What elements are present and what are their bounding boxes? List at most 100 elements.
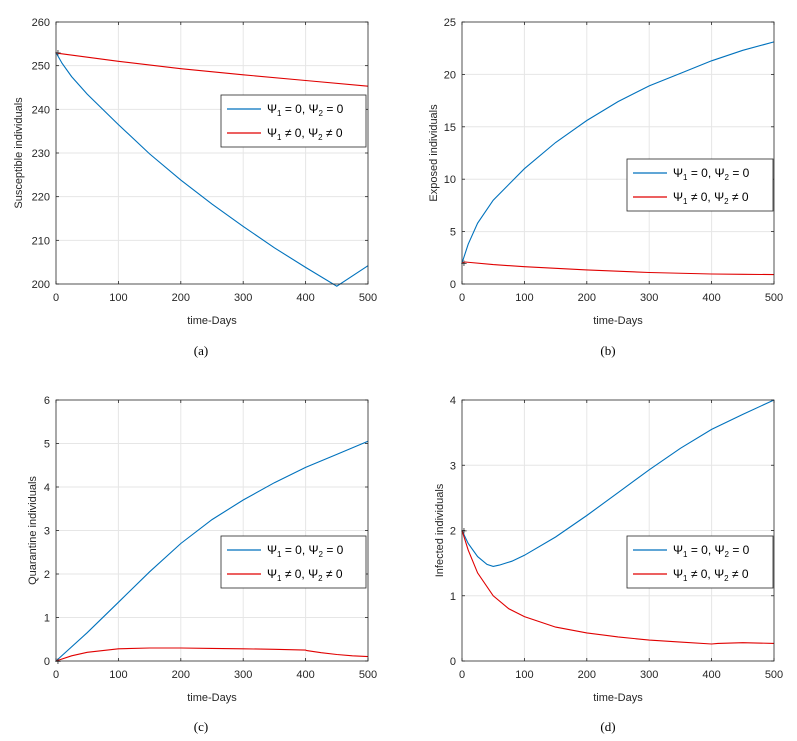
- legend-label-2: Ψ1 ≠ 0, Ψ2 ≠ 0: [673, 190, 749, 206]
- panel-caption: (c): [194, 719, 208, 734]
- legend-label-2: Ψ1 ≠ 0, Ψ2 ≠ 0: [267, 567, 343, 583]
- x-axis-label: time-Days: [593, 692, 643, 704]
- legend-text-part: = 0: [729, 543, 750, 557]
- legend-label-2: Ψ1 ≠ 0, Ψ2 ≠ 0: [673, 567, 749, 583]
- legend-subscript: 1: [277, 133, 282, 142]
- chart-panel-a: +0 100 200 300 400 500 200 210 220 230 240 250 260 ti…: [13, 17, 377, 358]
- x-tick-label: 100: [515, 669, 533, 681]
- start-marker: +: [461, 258, 467, 270]
- series-line-2: [55, 52, 369, 87]
- x-tick-label: 400: [702, 292, 720, 304]
- legend-text-part: Ψ: [308, 126, 318, 140]
- x-tick-label: 300: [640, 669, 658, 681]
- chart-panel-c: +0 100 200 300 400 500 0 1 2 3 4 5 6 time-Days Quarant…: [27, 395, 377, 734]
- legend-subscript: 1: [277, 574, 282, 583]
- legend-text-part: Ψ: [267, 567, 277, 581]
- y-tick-label: 250: [32, 61, 50, 73]
- x-tick-label: 500: [765, 669, 783, 681]
- y-axis-label: Susceptible individuals: [13, 97, 25, 209]
- legend-box: [626, 158, 774, 212]
- y-tick-label: 0: [450, 656, 456, 668]
- legend-text-part: Ψ: [309, 543, 319, 557]
- y-tick-label: 220: [32, 192, 50, 204]
- x-tick-label: 100: [109, 292, 127, 304]
- x-axis-label: time-Days: [593, 315, 643, 327]
- legend-subscript: 2: [724, 197, 729, 206]
- legend-text-part: Ψ: [673, 190, 683, 204]
- legend-text-part: ≠ 0,: [281, 126, 308, 140]
- y-tick-label: 20: [444, 69, 456, 81]
- x-tick-label: 300: [640, 292, 658, 304]
- legend-subscript: 2: [724, 574, 729, 583]
- x-tick-label: 200: [172, 669, 190, 681]
- y-tick-label: 25: [444, 17, 456, 29]
- legend-box: [220, 94, 367, 148]
- plot-area: [462, 22, 774, 284]
- series-line-1: [55, 440, 369, 662]
- legend-label-1: Ψ1 = 0, Ψ2 = 0: [673, 543, 750, 559]
- y-tick-label: 1: [44, 613, 50, 625]
- legend-subscript: 1: [277, 550, 282, 559]
- legend-text-part: ≠ 0: [323, 567, 343, 581]
- y-tick-label: 5: [44, 439, 50, 451]
- y-tick-label: 4: [450, 395, 456, 407]
- panel-caption: (d): [600, 719, 615, 734]
- x-tick-label: 500: [359, 669, 377, 681]
- legend-text-part: = 0,: [281, 543, 308, 557]
- x-tick-label: 0: [459, 669, 465, 681]
- x-tick-label: 100: [109, 669, 127, 681]
- legend-text-part: Ψ: [309, 102, 319, 116]
- x-tick-label: 300: [234, 292, 252, 304]
- start-marker: +: [55, 48, 61, 60]
- start-marker: +: [461, 526, 467, 538]
- y-tick-label: 0: [450, 279, 456, 291]
- axes-frame: [461, 21, 775, 285]
- series-line-2: [461, 530, 775, 645]
- legend-label-1: Ψ1 = 0, Ψ2 = 0: [267, 102, 344, 118]
- legend-text-part: Ψ: [714, 190, 724, 204]
- x-axis-label: time-Days: [187, 315, 237, 327]
- y-tick-label: 2: [450, 526, 456, 538]
- y-axis-label: Quarantine individuals: [27, 476, 39, 585]
- x-tick-label: 300: [234, 669, 252, 681]
- series-line-1: [461, 399, 775, 567]
- legend-text-part: ≠ 0: [323, 126, 343, 140]
- y-tick-label: 4: [44, 482, 50, 494]
- x-tick-label: 500: [765, 292, 783, 304]
- x-tick-label: 0: [53, 669, 59, 681]
- legend-subscript: 2: [725, 173, 730, 182]
- legend-subscript: 1: [683, 173, 688, 182]
- legend-text-part: = 0,: [687, 543, 714, 557]
- x-tick-label: 0: [459, 292, 465, 304]
- x-tick-label: 200: [578, 292, 596, 304]
- legend-text-part: ≠ 0,: [687, 190, 714, 204]
- y-tick-label: 6: [44, 395, 50, 407]
- series-line-1: [55, 52, 369, 287]
- legend-box: [220, 535, 367, 589]
- legend-text-part: = 0: [729, 166, 750, 180]
- legend-text-part: = 0,: [281, 102, 308, 116]
- legend-text-part: Ψ: [673, 166, 683, 180]
- y-tick-label: 1: [450, 591, 456, 603]
- legend-text-part: Ψ: [267, 126, 277, 140]
- legend-text-part: Ψ: [715, 543, 725, 557]
- legend-subscript: 2: [318, 133, 323, 142]
- y-tick-label: 2: [44, 569, 50, 581]
- y-tick-label: 15: [444, 122, 456, 134]
- legend-subscript: 1: [683, 574, 688, 583]
- x-tick-label: 200: [578, 669, 596, 681]
- legend: Ψ1 = 0, Ψ2 = 0Ψ1 ≠ 0, Ψ2 ≠ 0: [220, 94, 367, 148]
- y-tick-label: 230: [32, 148, 50, 160]
- x-tick-label: 400: [702, 669, 720, 681]
- legend-text-part: ≠ 0: [729, 567, 749, 581]
- legend-subscript: 2: [318, 574, 323, 583]
- chart-panel-d: +0 100 200 300 400 500 0 1 2 3 4 time-Days Infected …: [434, 395, 783, 734]
- x-tick-label: 200: [172, 292, 190, 304]
- legend-box: [626, 535, 774, 589]
- legend-subscript: 1: [277, 109, 282, 118]
- legend-text-part: = 0: [323, 102, 344, 116]
- legend-label-1: Ψ1 = 0, Ψ2 = 0: [673, 166, 750, 182]
- y-axis-label: Exposed individuals: [428, 104, 440, 202]
- x-tick-label: 400: [296, 669, 314, 681]
- x-tick-label: 400: [296, 292, 314, 304]
